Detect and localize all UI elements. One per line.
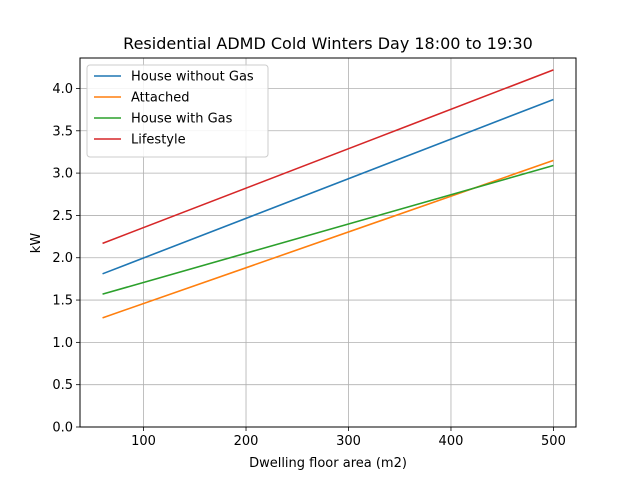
y-tick-label: 1.0 — [52, 336, 73, 351]
series-line-3 — [102, 69, 554, 245]
y-axis-ticks: 0.0 0.5 1.0 1.5 2.0 2.5 3.0 3.5 4.0 — [52, 82, 80, 436]
x-axis-label: Dwelling floor area (m2) — [249, 456, 407, 471]
legend: House without Gas Attached House with Gas L… — [86, 64, 269, 158]
y-axis-label: kW — [29, 233, 44, 254]
series-lines — [102, 69, 554, 319]
y-tick-label: 2.0 — [52, 251, 73, 266]
y-tick-label: 3.5 — [52, 124, 73, 139]
legend-label-0: House without Gas — [131, 70, 254, 85]
legend-label-2: House with Gas — [131, 112, 233, 127]
plot-area-frame — [79, 57, 577, 428]
legend-box — [86, 64, 269, 158]
series-line-0 — [102, 98, 554, 275]
x-tick-label: 200 — [234, 434, 259, 449]
x-tick-label: 100 — [131, 434, 156, 449]
chart-title: Residential ADMD Cold Winters Day 18:00 … — [123, 34, 533, 53]
series-line-2 — [102, 164, 554, 295]
x-tick-label: 300 — [336, 434, 361, 449]
y-tick-label: 1.5 — [52, 294, 73, 309]
y-tick-label: 0.0 — [52, 421, 73, 436]
x-axis-ticks: 100 200 300 400 500 — [131, 427, 566, 449]
x-tick-label: 500 — [541, 434, 566, 449]
x-tick-label: 400 — [439, 434, 464, 449]
y-tick-label: 0.5 — [52, 378, 73, 393]
legend-label-3: Lifestyle — [131, 133, 186, 148]
y-tick-label: 3.0 — [52, 167, 73, 182]
y-tick-label: 2.5 — [52, 209, 73, 224]
legend-label-1: Attached — [131, 91, 189, 106]
y-tick-label: 4.0 — [52, 82, 73, 97]
